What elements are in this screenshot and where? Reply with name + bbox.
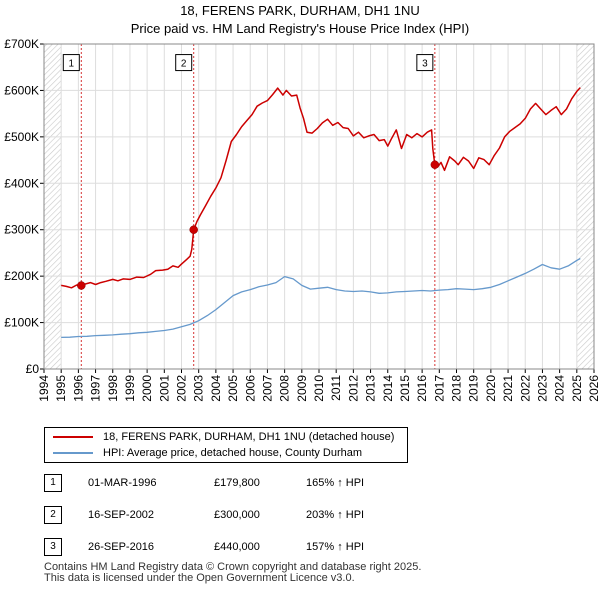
x-tick-label: 1995 [54,375,68,402]
footer: Contains HM Land Registry data © Crown c… [44,562,421,584]
hpi-line [61,257,581,339]
x-tick-label: 2006 [243,375,257,402]
sale-label-number: 1 [69,59,75,70]
transaction-price: £179,800 [214,477,260,489]
x-tick-label: 2007 [260,375,274,402]
hatched-range [576,44,594,369]
x-tick-label: 2021 [501,375,515,402]
sale-point [77,281,86,290]
sale-label-box [175,54,193,72]
sale-label-box [62,54,80,72]
footer-copyright: Contains HM Land Registry data © Crown c… [44,561,422,573]
legend-label-property: 18, FERENS PARK, DURHAM, DH1 1NU (detach… [103,431,395,443]
x-tick-label: 1999 [123,375,137,402]
sale-label-number: 2 [181,59,187,70]
chart-subtitle: Price paid vs. HM Land Registry's House … [130,21,470,36]
x-tick-label: 2022 [518,375,532,402]
y-tick-label: £600K [4,83,39,97]
x-tick-label: 2012 [346,375,360,402]
y-tick-label: £400K [4,176,39,190]
x-tick-label: 2000 [140,375,154,402]
transaction-number: 3 [44,538,62,556]
x-tick-label: 2016 [415,375,429,402]
y-tick-label: £500K [4,130,39,144]
x-tick-label: 2002 [175,375,189,402]
transaction-number: 1 [44,474,62,492]
legend-item-hpi: HPI: Average price, detached house, Coun… [53,445,362,461]
chart-title-block: 18, FERENS PARK, DURHAM, DH1 1NU Price p… [0,2,600,38]
transaction-price: £440,000 [214,541,260,553]
legend-label-hpi: HPI: Average price, detached house, Coun… [103,447,363,459]
x-tick-label: 2005 [226,375,240,402]
sale-label-box [416,54,434,72]
chart-title: 18, FERENS PARK, DURHAM, DH1 1NU [180,3,420,18]
footer-licence: This data is licensed under the Open Gov… [44,572,355,584]
y-tick-label: £0 [26,362,40,376]
x-tick-label: 2018 [450,375,464,402]
transaction-hpi: 157% ↑ HPI [306,541,365,553]
x-tick-label: 2013 [364,375,378,402]
sale-point [189,225,198,234]
x-tick-label: 2001 [157,375,171,402]
x-tick-label: 1998 [106,375,120,402]
y-tick-label: £300K [4,223,39,237]
transaction-row: 3 26-SEP-2016 £440,000 157% ↑ HPI [44,538,464,556]
sale-label-number: 3 [422,59,428,70]
y-tick-label: £200K [4,269,39,283]
x-tick-label: 2009 [295,375,309,402]
transaction-number: 2 [44,506,62,524]
transaction-price: £300,000 [214,509,260,521]
transaction-row: 1 01-MAR-1996 £179,800 165% ↑ HPI [44,474,464,492]
legend-item-property: 18, FERENS PARK, DURHAM, DH1 1NU (detach… [53,429,394,445]
transaction-date: 26-SEP-2016 [88,541,155,553]
transaction-date: 16-SEP-2002 [88,509,155,521]
x-tick-label: 2004 [209,375,223,402]
x-tick-label: 2020 [484,375,498,402]
sale-point [430,160,440,169]
x-tick-label: 2017 [432,375,446,402]
transaction-hpi: 165% ↑ HPI [306,477,365,489]
property-price-line [61,87,581,289]
hatched-range [44,44,62,369]
x-tick-label: 2024 [553,375,567,402]
transaction-date: 01-MAR-1996 [88,477,157,489]
x-tick-label: 2019 [467,375,481,402]
x-tick-label: 1994 [37,375,51,402]
legend: 18, FERENS PARK, DURHAM, DH1 1NU (detach… [44,427,408,463]
price-chart: 1994 1995 1996 1997 1998 1999 2000 2001 2002 2003… [4,37,600,402]
x-tick-label: 2026 [587,375,600,402]
x-tick-label: 2008 [278,375,292,402]
x-tick-label: 2023 [535,375,549,402]
plot-frame [43,43,595,370]
x-tick-label: 1997 [89,375,103,402]
x-tick-label: 2010 [312,375,326,402]
x-tick-label: 2014 [381,375,395,402]
legend-swatch-hpi [53,452,93,454]
legend-swatch-property [53,436,93,438]
x-tick-label: 2025 [570,375,584,402]
transaction-hpi: 203% ↑ HPI [306,509,365,521]
x-tick-label: 2003 [192,375,206,402]
y-tick-label: £700K [4,37,39,51]
transaction-row: 2 16-SEP-2002 £300,000 203% ↑ HPI [44,506,464,524]
x-tick-label: 2011 [329,375,343,401]
y-tick-label: £100K [4,316,39,330]
x-tick-label: 2015 [398,375,412,402]
x-tick-label: 1996 [71,375,85,402]
